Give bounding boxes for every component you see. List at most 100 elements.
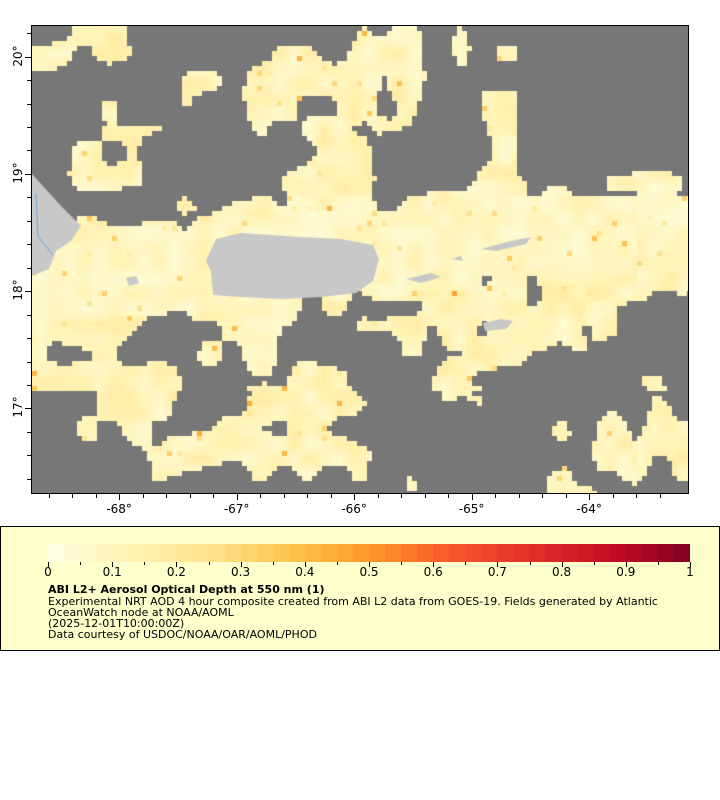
colorbar-cell: [288, 544, 305, 562]
colorbar-tick: [593, 562, 595, 565]
colorbar-tick: [401, 562, 403, 565]
y-tick: [25, 56, 31, 58]
x-tick-label: -67°: [223, 502, 250, 516]
colorbar-cell: [128, 544, 145, 562]
colorbar-cell: [256, 544, 273, 562]
colorbar-cell: [352, 544, 369, 562]
colorbar-tick-label: 0.7: [487, 565, 507, 579]
colorbar-tick: [497, 562, 499, 567]
x-tick: [72, 494, 74, 498]
colorbar-tick-label: 0.5: [359, 565, 379, 579]
colorbar-cell: [368, 544, 385, 562]
colorbar-cell: [401, 544, 418, 562]
y-tick: [27, 314, 31, 316]
x-tick: [260, 494, 262, 498]
colorbar-tick: [272, 562, 274, 565]
x-tick: [612, 494, 614, 498]
colorbar-tick: [176, 562, 178, 567]
colorbar-cell: [384, 544, 402, 562]
x-tick-label: -65°: [458, 502, 485, 516]
colorbar-cell: [449, 544, 466, 562]
y-tick: [27, 361, 31, 363]
colorbar-cell: [641, 544, 658, 562]
colorbar-tick: [304, 562, 306, 567]
x-tick: [518, 494, 520, 498]
y-tick-label: 17°: [11, 396, 25, 419]
y-tick: [25, 291, 31, 293]
legend-description-1: Experimental NRT AOD 4 hour composite cr…: [48, 595, 658, 608]
colorbar-tick: [625, 562, 627, 567]
colorbar-tick: [48, 562, 49, 567]
x-tick: [401, 494, 403, 498]
colorbar-tick: [561, 562, 563, 567]
x-tick: [236, 494, 238, 500]
x-tick: [189, 494, 191, 498]
colorbar-cell: [176, 544, 193, 562]
colorbar-cell: [80, 544, 97, 562]
colorbar-tick: [144, 562, 146, 565]
colorbar-cell: [497, 544, 514, 562]
x-tick-label: -64°: [576, 502, 602, 516]
colorbar-cell: [625, 544, 642, 562]
x-tick: [283, 494, 285, 498]
y-tick: [27, 338, 31, 340]
x-tick: [95, 494, 97, 498]
y-tick: [27, 220, 31, 222]
colorbar-cell: [272, 544, 289, 562]
y-tick: [27, 267, 31, 269]
colorbar-cell: [593, 544, 610, 562]
colorbar-cell: [304, 544, 321, 562]
colorbar-cell: [208, 544, 225, 562]
colorbar-cell: [96, 544, 113, 562]
colorbar-tick: [112, 562, 114, 567]
map-plot[interactable]: [31, 25, 689, 494]
x-tick: [636, 494, 638, 498]
x-tick: [659, 494, 661, 498]
y-tick: [27, 384, 31, 386]
colorbar-cell: [192, 544, 209, 562]
colorbar-cell: [513, 544, 530, 562]
colorbar-tick-label: 1: [686, 565, 694, 579]
y-tick-label: 18°: [11, 279, 25, 301]
x-tick: [565, 494, 567, 498]
x-tick-label: -66°: [341, 502, 367, 516]
y-tick: [27, 33, 31, 35]
colorbar-cell: [433, 544, 450, 562]
colorbar-tick: [369, 562, 370, 567]
colorbar-cell: [529, 544, 546, 562]
colorbar-tick-label: 0: [44, 565, 52, 579]
colorbar-tick-label: 0.6: [423, 565, 443, 579]
y-tick: [25, 408, 31, 410]
colorbar-tick: [208, 562, 210, 565]
legend-title: ABI L2+ Aerosol Optical Depth at 550 nm …: [48, 583, 325, 596]
colorbar-cell: [160, 544, 177, 562]
y-tick: [27, 244, 31, 246]
y-tick: [27, 127, 31, 128]
y-tick: [25, 173, 31, 175]
x-tick: [213, 494, 215, 498]
legend-time: (2025-12-01T10:00:00Z): [48, 617, 185, 630]
x-tick: [471, 494, 473, 500]
colorbar-tick-label: 0.4: [295, 565, 315, 579]
y-tick: [27, 431, 31, 433]
colorbar-cell: [577, 544, 594, 562]
y-tick-label: 19°: [11, 162, 25, 184]
colorbar-cell: [673, 544, 690, 562]
colorbar-cell: [545, 544, 562, 562]
x-tick: [424, 494, 426, 498]
colorbar-tick: [433, 562, 435, 567]
colorbar-tick: [657, 562, 659, 565]
x-tick: [589, 494, 591, 500]
y-tick: [27, 103, 31, 105]
aod-map-raster: [32, 26, 688, 493]
colorbar-cell: [320, 544, 337, 562]
x-tick: [542, 494, 544, 498]
legend-credit: Data courtesy of USDOC/NOAA/OAR/AOML/PHO…: [48, 628, 317, 641]
colorbar-cell: [609, 544, 626, 562]
colorbar: [48, 544, 690, 562]
colorbar-cell: [144, 544, 161, 562]
x-tick: [448, 494, 450, 498]
colorbar-cell: [417, 544, 434, 562]
colorbar-cell: [336, 544, 353, 562]
legend-description-2: OceanWatch node at NOAA/AOML: [48, 606, 234, 619]
